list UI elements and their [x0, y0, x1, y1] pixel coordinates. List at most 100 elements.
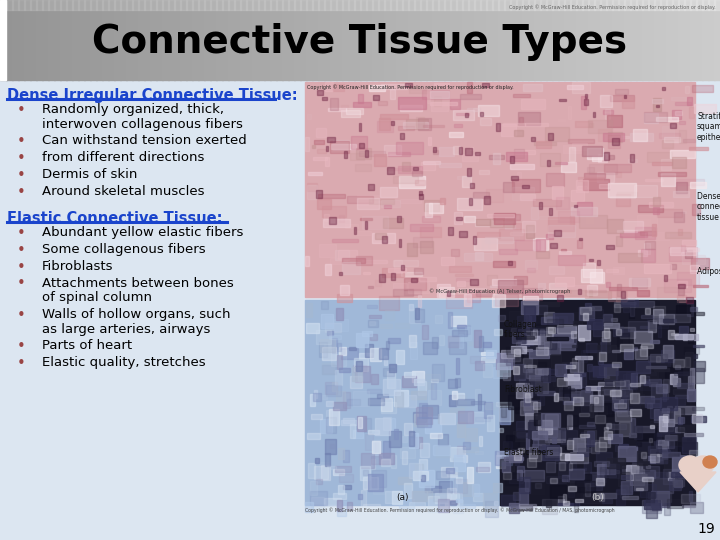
Bar: [650, 340, 659, 342]
Bar: [581, 269, 603, 282]
Bar: [108, 0, 115, 10]
Bar: [538, 335, 544, 350]
Bar: [693, 354, 697, 359]
Bar: [609, 156, 614, 159]
Bar: [402, 0, 409, 10]
Bar: [662, 419, 674, 426]
Bar: [662, 140, 673, 148]
Bar: [326, 385, 341, 396]
Bar: [562, 399, 573, 404]
Bar: [629, 389, 636, 401]
Bar: [614, 403, 626, 408]
Bar: [482, 342, 491, 347]
Bar: [341, 420, 356, 426]
Bar: [618, 404, 626, 409]
Bar: [365, 150, 368, 157]
Bar: [657, 427, 662, 432]
Bar: [670, 150, 695, 158]
Bar: [339, 272, 342, 275]
Bar: [359, 466, 370, 480]
Bar: [618, 0, 625, 80]
Bar: [380, 187, 397, 197]
Bar: [485, 237, 513, 243]
Bar: [646, 476, 652, 479]
Bar: [636, 450, 647, 465]
Bar: [464, 428, 477, 441]
Bar: [516, 0, 523, 80]
Bar: [144, 0, 151, 10]
Bar: [434, 83, 449, 85]
Bar: [526, 434, 529, 449]
Bar: [538, 420, 552, 434]
Bar: [480, 0, 487, 80]
Text: from different directions: from different directions: [42, 151, 204, 164]
Bar: [356, 361, 362, 370]
Bar: [462, 154, 478, 161]
Bar: [573, 321, 582, 325]
Bar: [515, 407, 523, 414]
Bar: [496, 455, 505, 468]
Bar: [619, 448, 625, 454]
Bar: [629, 383, 640, 387]
Bar: [628, 407, 632, 414]
Bar: [675, 305, 690, 313]
Bar: [647, 319, 668, 328]
Bar: [371, 459, 375, 469]
Bar: [611, 95, 634, 101]
Bar: [503, 441, 512, 448]
Bar: [603, 110, 613, 114]
Bar: [671, 472, 687, 477]
Bar: [555, 161, 567, 164]
Bar: [608, 434, 622, 443]
Bar: [682, 451, 688, 457]
Bar: [708, 0, 715, 80]
Bar: [422, 215, 440, 222]
Bar: [390, 380, 395, 396]
Bar: [650, 421, 662, 425]
Bar: [674, 212, 684, 222]
Bar: [108, 0, 115, 80]
Bar: [522, 221, 535, 232]
Bar: [568, 139, 594, 143]
Bar: [536, 381, 548, 393]
Bar: [312, 0, 319, 80]
Bar: [648, 0, 655, 10]
Bar: [656, 356, 660, 362]
Bar: [276, 0, 283, 80]
Bar: [648, 319, 656, 321]
Bar: [582, 457, 586, 469]
Bar: [424, 200, 439, 211]
Bar: [552, 0, 559, 10]
Bar: [630, 393, 639, 403]
Bar: [347, 502, 351, 510]
Bar: [646, 465, 649, 468]
Bar: [552, 186, 564, 199]
Bar: [368, 474, 383, 491]
Bar: [660, 314, 674, 323]
Bar: [450, 99, 460, 110]
Bar: [595, 462, 609, 466]
Bar: [446, 488, 456, 498]
Bar: [339, 215, 343, 222]
Bar: [429, 203, 443, 213]
Bar: [568, 438, 589, 447]
Bar: [482, 83, 489, 87]
Bar: [597, 464, 615, 474]
Bar: [294, 0, 301, 80]
Bar: [534, 438, 538, 440]
Bar: [156, 0, 163, 80]
Bar: [536, 252, 549, 258]
Bar: [634, 185, 657, 197]
Bar: [358, 94, 363, 103]
Bar: [358, 417, 362, 428]
Bar: [456, 217, 462, 220]
Bar: [636, 426, 654, 433]
Bar: [671, 97, 685, 99]
Bar: [425, 485, 430, 492]
Bar: [397, 216, 401, 222]
Bar: [665, 232, 690, 238]
Bar: [30, 0, 37, 10]
Bar: [377, 121, 392, 132]
Bar: [329, 409, 338, 424]
Bar: [420, 241, 433, 253]
